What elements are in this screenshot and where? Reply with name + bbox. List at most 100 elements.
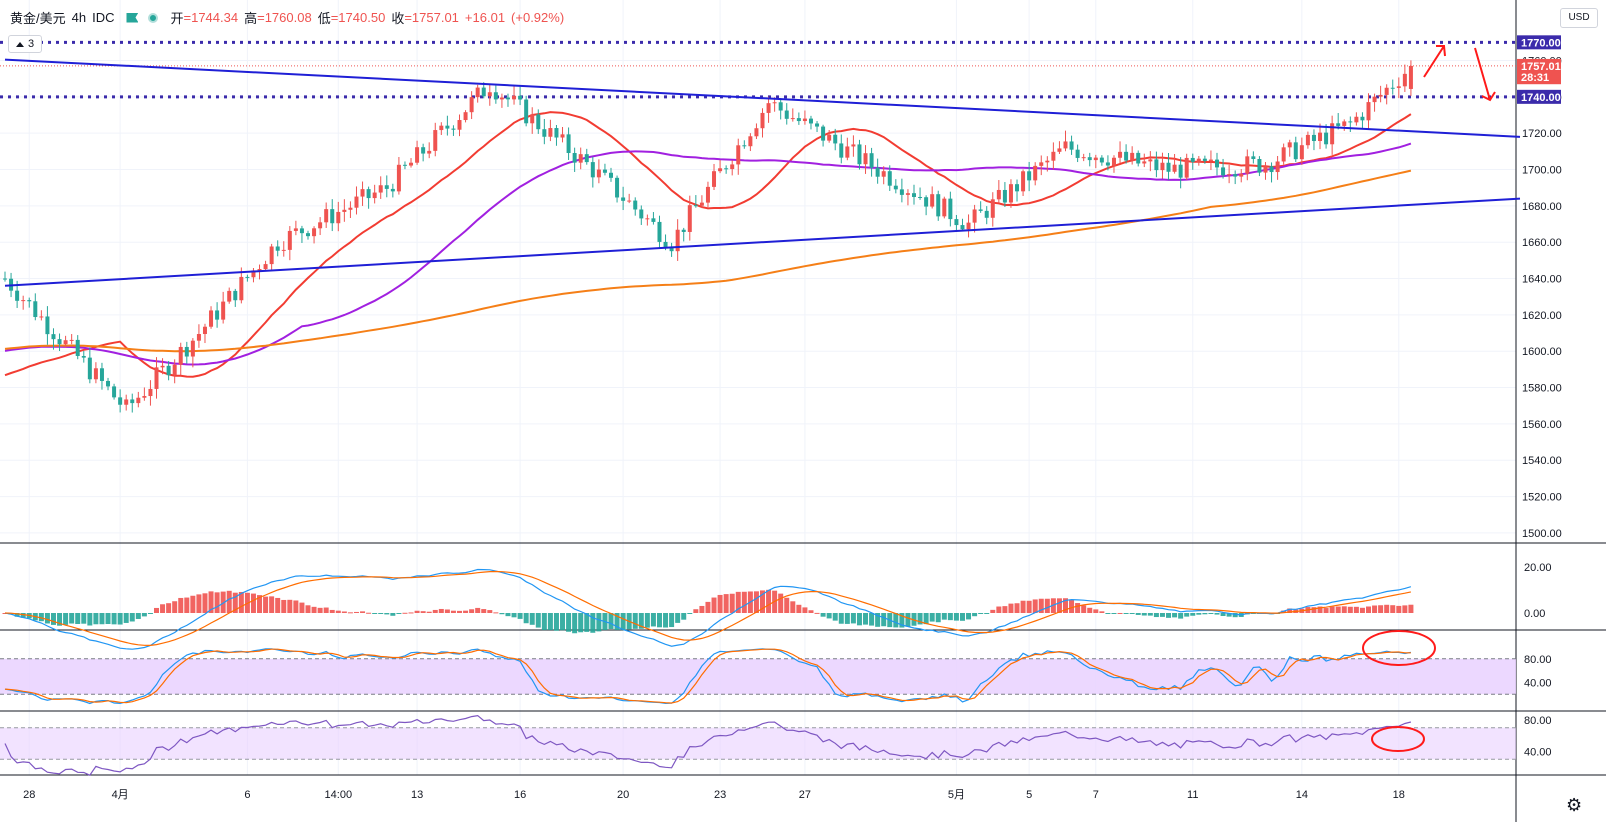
candle[interactable] <box>439 122 444 136</box>
candle[interactable] <box>1008 179 1013 208</box>
candle[interactable] <box>166 361 171 381</box>
candle[interactable] <box>366 186 371 209</box>
candle[interactable] <box>815 121 820 132</box>
candle[interactable] <box>633 197 638 216</box>
candle[interactable] <box>730 160 735 176</box>
candle[interactable] <box>312 226 317 244</box>
candle[interactable] <box>675 219 680 261</box>
candle[interactable] <box>748 133 753 152</box>
candle[interactable] <box>1390 79 1395 95</box>
candle[interactable] <box>106 377 111 391</box>
candle[interactable] <box>1263 162 1268 180</box>
candle[interactable] <box>1051 142 1056 170</box>
candle[interactable] <box>1324 124 1329 149</box>
candle[interactable] <box>869 147 874 177</box>
candle[interactable] <box>1136 150 1141 167</box>
candle[interactable] <box>554 125 559 146</box>
candle[interactable] <box>1202 155 1207 164</box>
candle[interactable] <box>863 145 868 174</box>
candle[interactable] <box>299 225 304 243</box>
trendline-upper[interactable] <box>4 58 1521 138</box>
ma-red-line[interactable] <box>4 111 1412 378</box>
candle[interactable] <box>1160 152 1165 179</box>
candle[interactable] <box>293 220 298 236</box>
candle[interactable] <box>433 122 438 157</box>
candle[interactable] <box>1233 170 1238 185</box>
candle[interactable] <box>1366 93 1371 129</box>
candle[interactable] <box>821 124 826 147</box>
candle[interactable] <box>63 335 68 348</box>
candle[interactable] <box>1087 152 1092 167</box>
candle[interactable] <box>1408 60 1413 96</box>
candle[interactable] <box>451 125 456 136</box>
candle[interactable] <box>1184 153 1189 180</box>
candle[interactable] <box>1105 155 1110 171</box>
candle[interactable] <box>415 140 420 165</box>
candle[interactable] <box>493 85 498 104</box>
highlight-circle[interactable] <box>1362 630 1436 666</box>
candle[interactable] <box>1130 146 1135 165</box>
candle[interactable] <box>505 93 510 107</box>
candle[interactable] <box>1196 155 1201 166</box>
candle[interactable] <box>1154 151 1159 178</box>
candle[interactable] <box>615 175 620 203</box>
candle[interactable] <box>354 186 359 215</box>
candle[interactable] <box>45 306 50 345</box>
candle[interactable] <box>596 159 601 184</box>
candle[interactable] <box>578 147 583 170</box>
candle[interactable] <box>560 126 565 143</box>
candle[interactable] <box>1045 156 1050 172</box>
candle[interactable] <box>1178 157 1183 189</box>
candle[interactable] <box>657 215 662 248</box>
candle[interactable] <box>887 165 892 191</box>
candle[interactable] <box>39 310 44 321</box>
candle[interactable] <box>1342 119 1347 131</box>
candle[interactable] <box>857 139 862 170</box>
candle[interactable] <box>954 214 959 232</box>
candle[interactable] <box>984 206 989 225</box>
candle[interactable] <box>512 85 517 105</box>
candle[interactable] <box>1002 182 1007 207</box>
candle[interactable] <box>524 95 529 127</box>
candle[interactable] <box>899 178 904 203</box>
candle[interactable] <box>118 389 123 413</box>
candle[interactable] <box>1360 112 1365 128</box>
candle[interactable] <box>881 166 886 185</box>
candle[interactable] <box>172 359 177 384</box>
candle[interactable] <box>736 138 741 175</box>
trendline-lower[interactable] <box>4 197 1521 287</box>
candle[interactable] <box>1142 153 1147 168</box>
candle[interactable] <box>178 342 183 376</box>
candle[interactable] <box>1015 179 1020 202</box>
candle[interactable] <box>1299 137 1304 165</box>
candle[interactable] <box>784 103 789 125</box>
candle[interactable] <box>1287 139 1292 157</box>
candle[interactable] <box>1039 155 1044 176</box>
candle[interactable] <box>463 110 468 123</box>
candle[interactable] <box>457 114 462 137</box>
symbol-name[interactable]: 黄金/美元 <box>10 11 66 26</box>
candle[interactable] <box>427 142 432 159</box>
candle[interactable] <box>445 115 450 136</box>
candle[interactable] <box>251 268 256 283</box>
indicator-collapse-button[interactable]: 3 <box>8 35 42 53</box>
candle[interactable] <box>75 335 80 360</box>
candle[interactable] <box>1239 169 1244 183</box>
candle[interactable] <box>57 333 62 352</box>
candle[interactable] <box>609 167 613 182</box>
candle[interactable] <box>833 128 838 151</box>
candle[interactable] <box>1293 136 1298 163</box>
candle[interactable] <box>796 112 801 125</box>
candle[interactable] <box>960 218 965 232</box>
candle[interactable] <box>160 358 165 375</box>
candle[interactable] <box>93 362 98 384</box>
candle[interactable] <box>699 195 704 209</box>
candle[interactable] <box>87 347 92 384</box>
candle[interactable] <box>148 380 153 406</box>
candle[interactable] <box>1354 112 1359 126</box>
candle[interactable] <box>760 108 765 138</box>
candle[interactable] <box>754 123 759 140</box>
candle[interactable] <box>1111 155 1116 173</box>
candle[interactable] <box>269 243 274 270</box>
